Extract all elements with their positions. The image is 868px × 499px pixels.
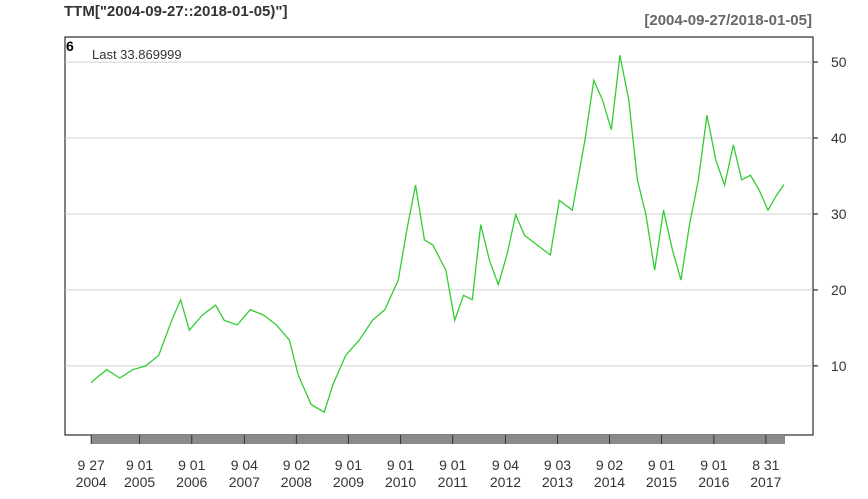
- x-tick-label: 9 01 2005: [124, 457, 155, 490]
- panel-label: 6: [66, 38, 74, 54]
- x-tick-label: 9 04 2007: [229, 457, 260, 490]
- y-tick-label: 40: [831, 130, 847, 146]
- axis-band: [91, 435, 785, 444]
- y-tick-label: 30: [831, 206, 847, 222]
- x-tick-label: 9 01 2010: [385, 457, 416, 490]
- x-tick-label: 8 31 2017: [750, 457, 781, 490]
- x-tick-label: 9 01 2006: [176, 457, 207, 490]
- plot-frame: [64, 36, 814, 436]
- x-tick-label: 9 01 2015: [646, 457, 677, 490]
- price-line: [90, 55, 785, 414]
- legend-text: Last 33.869999: [92, 47, 182, 62]
- y-tick-label: 50: [831, 54, 847, 70]
- x-tick-label: 9 02 2014: [594, 457, 625, 490]
- x-tick-label: 9 01 2016: [698, 457, 729, 490]
- chart-title: TTM["2004-09-27::2018-01-05)"]: [64, 3, 287, 20]
- y-tick-label: 10: [831, 358, 847, 374]
- x-tick-label: 9 01 2011: [438, 457, 468, 490]
- x-tick-label: 9 02 2008: [281, 457, 312, 490]
- x-tick-label: 9 03 2013: [542, 457, 573, 490]
- x-tick-label: 9 01 2009: [333, 457, 364, 490]
- x-tick-label: 9 27 2004: [76, 457, 107, 490]
- range-label: [2004-09-27/2018-01-05]: [644, 12, 812, 29]
- x-tick-label: 9 04 2012: [490, 457, 521, 490]
- y-tick-label: 20: [831, 282, 847, 298]
